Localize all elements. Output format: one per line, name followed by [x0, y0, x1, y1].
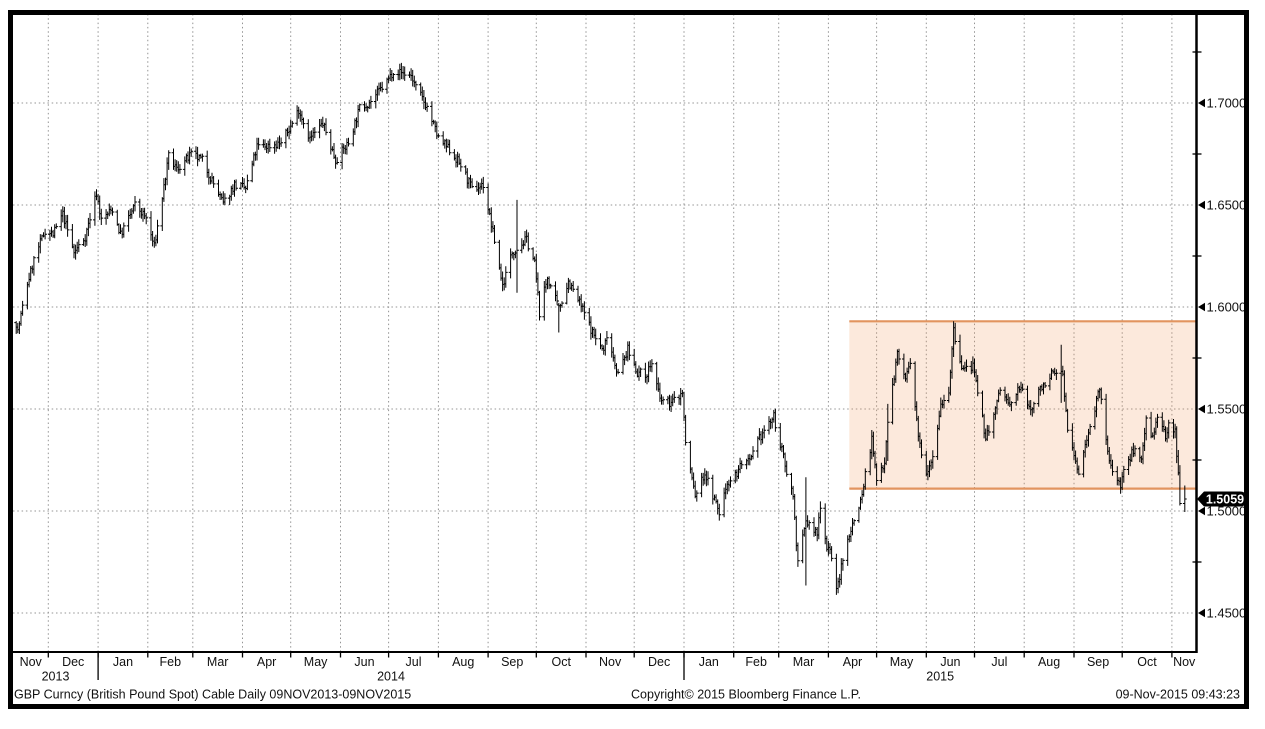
- y-tick-arrow-icon: [1198, 608, 1205, 618]
- x-month-label: Aug: [452, 655, 474, 669]
- x-month-label: Mar: [207, 655, 229, 669]
- x-month-label: Jun: [940, 655, 960, 669]
- y-axis-label: 1.5500: [1207, 402, 1247, 417]
- x-month-label: Dec: [62, 655, 84, 669]
- y-tick-arrow-icon: [1198, 404, 1205, 414]
- window-frame: [8, 10, 1249, 709]
- y-axis-label: 1.4500: [1207, 606, 1247, 621]
- x-month-label: Aug: [1038, 655, 1060, 669]
- x-month-label: Apr: [843, 655, 862, 669]
- ohlc-bars-path: [14, 62, 1187, 595]
- y-tick-arrow-icon: [1198, 200, 1205, 210]
- x-axis-labels: Nov Dec Jan Feb Mar Apr May Jun Jul Aug Sep Oct Nov D…: [20, 655, 1196, 684]
- axes: [11, 13, 1202, 680]
- x-month-label: Mar: [793, 655, 815, 669]
- last-price-badge: 1.5059: [1197, 491, 1246, 507]
- x-month-label: Jun: [354, 655, 374, 669]
- x-month-label: Oct: [551, 655, 571, 669]
- x-month-label: Sep: [1087, 655, 1109, 669]
- highlight-band: [849, 320, 1196, 490]
- x-month-label: Dec: [648, 655, 670, 669]
- x-month-label: Nov: [599, 655, 622, 669]
- ohlc-bars: [14, 62, 1187, 595]
- y-tick-arrow-icon: [1198, 302, 1205, 312]
- x-month-label: Apr: [257, 655, 276, 669]
- x-month-label: Nov: [1173, 655, 1196, 669]
- y-axis-labels: 1.4500 1.5000 1.5500 1.6000 1.6500 1.7000: [1198, 96, 1246, 621]
- x-month-label: Jul: [406, 655, 422, 669]
- y-axis-label: 1.6000: [1207, 300, 1247, 315]
- y-axis-label: 1.7000: [1207, 96, 1247, 111]
- gridlines: [13, 14, 1197, 652]
- x-month-label: Jan: [699, 655, 719, 669]
- y-axis-label: 1.5000: [1207, 504, 1247, 519]
- x-month-label: Sep: [501, 655, 523, 669]
- last-price-value: 1.5059: [1206, 493, 1244, 507]
- x-month-label: May: [304, 655, 328, 669]
- x-month-label: Oct: [1137, 655, 1157, 669]
- y-tick-arrow-icon: [1198, 98, 1205, 108]
- x-month-label: Jan: [113, 655, 133, 669]
- x-month-label: Jul: [991, 655, 1007, 669]
- last-price-badge-shape: [1197, 491, 1246, 507]
- x-month-label: Feb: [745, 655, 767, 669]
- highlight-band-fill: [849, 321, 1196, 489]
- x-month-label: Nov: [20, 655, 43, 669]
- chart-title-footer: GBP Curncy (British Pound Spot) Cable Da…: [14, 688, 411, 702]
- x-year-label: 2014: [377, 670, 405, 684]
- timestamp-text: 09-Nov-2015 09:43:23: [1116, 688, 1240, 702]
- x-month-label: Feb: [160, 655, 182, 669]
- y-axis-label: 1.6500: [1207, 198, 1247, 213]
- x-year-label: 2013: [42, 670, 70, 684]
- x-month-label: May: [890, 655, 914, 669]
- copyright-text: Copyright© 2015 Bloomberg Finance L.P.: [631, 688, 861, 702]
- y-tick-arrow-icon: [1198, 506, 1205, 516]
- x-year-label: 2015: [926, 670, 954, 684]
